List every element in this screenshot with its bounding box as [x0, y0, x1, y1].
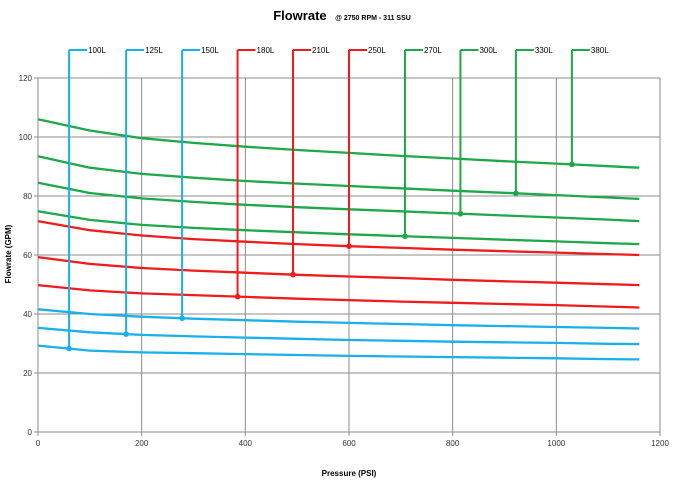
series-marker-300L [457, 210, 464, 217]
legend-label-210L: 210L [312, 46, 330, 55]
series-marker-180L [234, 293, 241, 300]
series-line-380L [37, 118, 640, 169]
legend-label-100L: 100L [88, 46, 106, 55]
series-line-125L [37, 326, 640, 346]
series-line-100L [37, 344, 640, 361]
y-tick-label: 20 [23, 369, 32, 378]
series-line-300L [37, 181, 640, 223]
y-tick-label: 60 [23, 251, 32, 260]
series-line-180L [37, 283, 640, 309]
series-marker-380L [569, 161, 575, 168]
legend-label-380L: 380L [591, 46, 609, 55]
series-marker-125L [123, 331, 129, 337]
y-tick-label: 0 [28, 428, 33, 437]
legend-label-180L: 180L [257, 46, 275, 55]
x-tick-label: 1000 [547, 439, 565, 448]
legend-label-300L: 300L [479, 46, 497, 55]
x-tick-label: 200 [135, 439, 149, 448]
series-line-210L [37, 255, 640, 287]
x-tick-label: 600 [342, 439, 356, 448]
legend: 100L 125L 150L 180L 210L 250L 270L 300L 330L 380L [66, 46, 609, 352]
series-marker-250L [346, 243, 352, 249]
y-tick-label: 120 [19, 74, 33, 83]
y-tick-label: 80 [23, 192, 32, 201]
legend-label-125L: 125L [145, 46, 163, 55]
legend-label-270L: 270L [424, 46, 442, 55]
legend-label-150L: 150L [201, 46, 219, 55]
series-marker-330L [513, 190, 519, 197]
y-tick-label: 40 [23, 310, 32, 319]
series-marker-150L [179, 315, 185, 322]
series-lines [37, 118, 640, 361]
series-marker-210L [290, 271, 296, 278]
x-tick-label: 400 [239, 439, 253, 448]
chart-title: Flowrate @ 2750 RPM - 311 SSU [273, 7, 411, 24]
legend-label-250L: 250L [368, 46, 386, 55]
y-axis-title: Flowrate (GPM) [4, 224, 13, 283]
axes: 0 200 400 600 800 1000 1200 0 20 40 60 80 100 120 [19, 74, 670, 448]
x-tick-label: 0 [36, 439, 41, 448]
x-tick-label: 1200 [651, 439, 669, 448]
series-marker-100L [66, 345, 72, 352]
x-tick-label: 800 [446, 439, 460, 448]
y-tick-label: 100 [19, 133, 33, 142]
chart-title-main: Flowrate [273, 8, 326, 23]
series-line-150L [37, 308, 640, 330]
series-marker-270L [402, 233, 408, 240]
legend-label-330L: 330L [535, 46, 553, 55]
x-axis-title: Pressure (PSI) [322, 469, 377, 478]
chart-subtitle: @ 2750 RPM - 311 SSU [335, 15, 411, 22]
series-line-250L [37, 219, 640, 257]
